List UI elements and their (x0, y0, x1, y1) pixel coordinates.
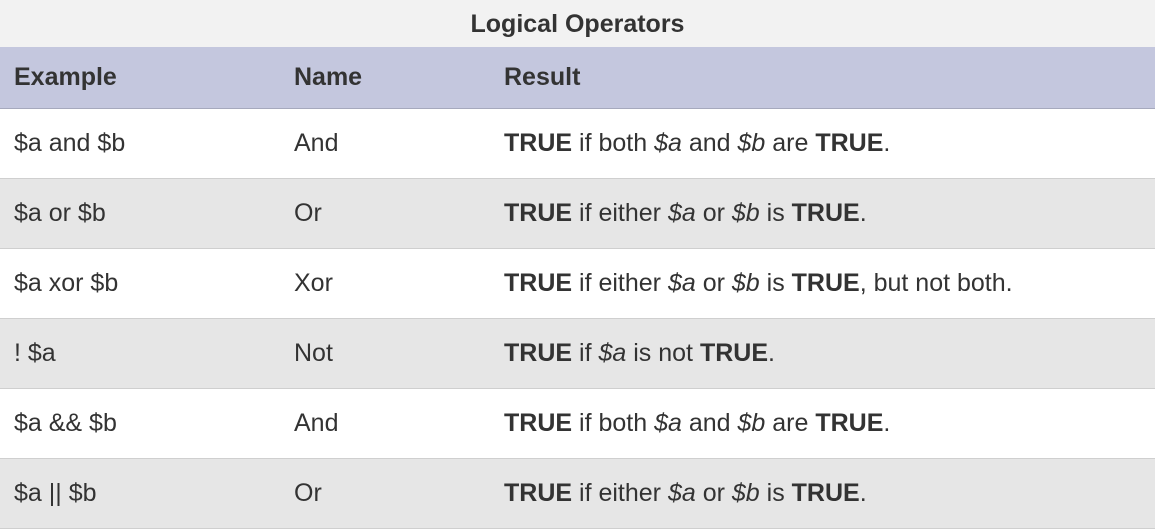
table-row: $a || $bOrTRUE if either $a or $b is TRU… (0, 459, 1155, 529)
text-run: if either (572, 479, 668, 507)
const-literal: TRUE (504, 199, 572, 227)
text-run: or (696, 199, 732, 227)
text-run: if both (572, 129, 654, 157)
cell-result: TRUE if both $a and $b are TRUE. (490, 109, 1155, 179)
var-literal: $a (654, 129, 682, 157)
cell-name: And (280, 389, 490, 459)
var-literal: $a (598, 339, 626, 367)
table-row: ! $aNotTRUE if $a is not TRUE. (0, 319, 1155, 389)
text-run: if either (572, 199, 668, 227)
const-literal: TRUE (792, 479, 860, 507)
table-caption: Logical Operators (0, 0, 1155, 47)
text-run: or (696, 269, 732, 297)
const-literal: TRUE (504, 409, 572, 437)
table-container: Logical Operators Example Name Result $a… (0, 0, 1155, 529)
cell-example: $a && $b (0, 389, 280, 459)
text-run: if (572, 339, 598, 367)
col-header-name: Name (280, 47, 490, 109)
text-run: . (860, 199, 867, 227)
col-header-result: Result (490, 47, 1155, 109)
const-literal: TRUE (700, 339, 768, 367)
var-literal: $b (737, 409, 765, 437)
cell-example: $a || $b (0, 459, 280, 529)
text-run: is (760, 199, 792, 227)
table-row: $a xor $bXorTRUE if either $a or $b is T… (0, 249, 1155, 319)
const-literal: TRUE (815, 409, 883, 437)
cell-name: Xor (280, 249, 490, 319)
cell-example: $a xor $b (0, 249, 280, 319)
var-literal: $b (732, 199, 760, 227)
table-body: $a and $bAndTRUE if both $a and $b are T… (0, 109, 1155, 529)
cell-result: TRUE if $a is not TRUE. (490, 319, 1155, 389)
cell-example: ! $a (0, 319, 280, 389)
text-run: is (760, 269, 792, 297)
var-literal: $a (668, 199, 696, 227)
cell-name: Not (280, 319, 490, 389)
cell-name: And (280, 109, 490, 179)
const-literal: TRUE (792, 269, 860, 297)
const-literal: TRUE (504, 129, 572, 157)
cell-result: TRUE if either $a or $b is TRUE. (490, 179, 1155, 249)
table-row: $a and $bAndTRUE if both $a and $b are T… (0, 109, 1155, 179)
const-literal: TRUE (792, 199, 860, 227)
var-literal: $b (732, 269, 760, 297)
var-literal: $a (654, 409, 682, 437)
cell-example: $a or $b (0, 179, 280, 249)
text-run: or (696, 479, 732, 507)
table-head: Example Name Result (0, 47, 1155, 109)
const-literal: TRUE (504, 269, 572, 297)
table-row: $a or $bOrTRUE if either $a or $b is TRU… (0, 179, 1155, 249)
text-run: are (765, 409, 815, 437)
var-literal: $a (668, 269, 696, 297)
cell-name: Or (280, 459, 490, 529)
cell-result: TRUE if both $a and $b are TRUE. (490, 389, 1155, 459)
const-literal: TRUE (504, 339, 572, 367)
col-header-example: Example (0, 47, 280, 109)
var-literal: $a (668, 479, 696, 507)
cell-result: TRUE if either $a or $b is TRUE. (490, 459, 1155, 529)
table-row: $a && $bAndTRUE if both $a and $b are TR… (0, 389, 1155, 459)
text-run: if both (572, 409, 654, 437)
cell-name: Or (280, 179, 490, 249)
text-run: . (883, 129, 890, 157)
const-literal: TRUE (504, 479, 572, 507)
var-literal: $b (737, 129, 765, 157)
text-run: is not (626, 339, 700, 367)
text-run: is (760, 479, 792, 507)
text-run: and (682, 409, 738, 437)
text-run: . (860, 479, 867, 507)
var-literal: $b (732, 479, 760, 507)
text-run: , but not both. (860, 269, 1013, 297)
logical-operators-table: Logical Operators Example Name Result $a… (0, 0, 1155, 529)
const-literal: TRUE (815, 129, 883, 157)
text-run: . (883, 409, 890, 437)
cell-example: $a and $b (0, 109, 280, 179)
cell-result: TRUE if either $a or $b is TRUE, but not… (490, 249, 1155, 319)
text-run: are (765, 129, 815, 157)
text-run: . (768, 339, 775, 367)
text-run: if either (572, 269, 668, 297)
text-run: and (682, 129, 738, 157)
table-header-row: Example Name Result (0, 47, 1155, 109)
